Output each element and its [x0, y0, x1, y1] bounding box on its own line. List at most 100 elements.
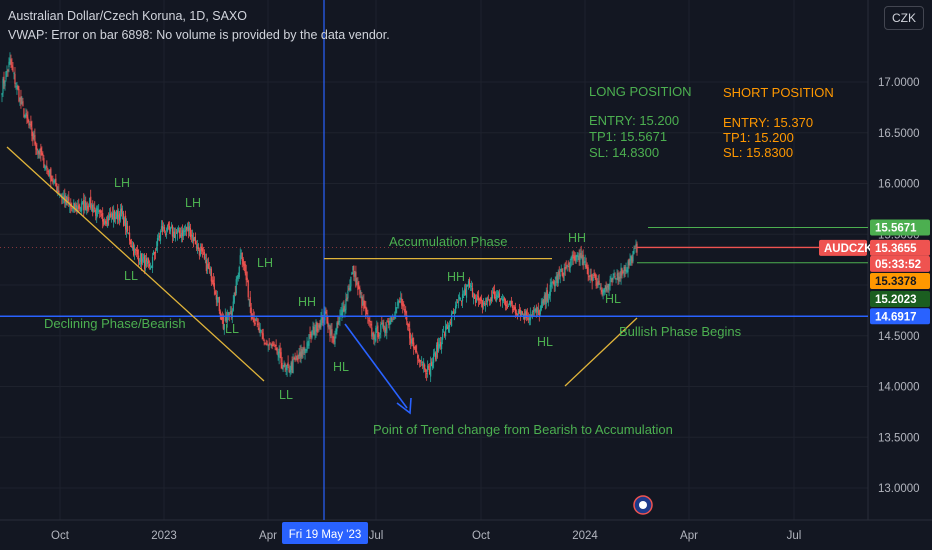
candle-body — [192, 237, 194, 242]
candle-body — [398, 300, 400, 302]
candle-body — [493, 291, 496, 299]
candle-body — [109, 214, 111, 220]
long-sl: SL: 14.8300 — [589, 145, 660, 160]
candle-body — [289, 370, 291, 374]
candle-body — [332, 336, 334, 338]
candle-body — [445, 324, 448, 329]
candle-body — [524, 311, 526, 318]
candle-body — [220, 315, 222, 321]
candle-body — [87, 205, 89, 209]
candle-body — [206, 264, 208, 270]
candle-body — [509, 300, 511, 306]
candle-body — [242, 259, 244, 265]
wave-label: LL — [124, 269, 138, 283]
candle-body — [461, 294, 464, 302]
candle-body — [214, 291, 216, 295]
candle-body — [318, 324, 320, 328]
candle-body — [497, 291, 500, 298]
candle-body — [167, 223, 170, 226]
candle-body — [260, 330, 262, 332]
candle-body — [383, 325, 385, 330]
candle-body — [575, 255, 577, 261]
candle-body — [601, 289, 603, 293]
candle-body — [431, 361, 433, 366]
candle-body — [454, 305, 457, 314]
candle-body — [620, 267, 622, 278]
candle-body — [528, 317, 530, 321]
candle-body — [264, 343, 266, 345]
candle-body — [338, 321, 340, 323]
candle-body — [311, 330, 313, 338]
candle-body — [455, 304, 458, 307]
candle-body — [429, 368, 431, 375]
candle-body — [525, 311, 527, 318]
candle-body — [179, 234, 182, 237]
declining-trendline — [6, 146, 265, 382]
candle-body — [445, 326, 447, 337]
candle-body — [203, 251, 205, 259]
candle-body — [209, 268, 211, 271]
candle-body — [547, 298, 549, 303]
candle-body — [309, 332, 311, 334]
candle-body — [327, 321, 329, 328]
candle-body — [399, 301, 401, 303]
candle-body — [178, 230, 181, 234]
currency-button[interactable]: CZK — [884, 6, 924, 30]
candle-body — [296, 356, 298, 360]
price-label-box — [870, 308, 930, 325]
candle-body — [201, 248, 203, 252]
candle-body — [273, 343, 275, 345]
candle-body — [559, 274, 561, 277]
candle-body — [552, 281, 554, 284]
candle-body — [287, 362, 289, 366]
candle-body — [360, 296, 362, 298]
candle-body — [164, 233, 167, 235]
candle-body — [571, 257, 573, 260]
candle-body — [545, 291, 547, 305]
candle-body — [621, 268, 623, 276]
candle-body — [422, 364, 424, 366]
candle-body — [124, 217, 126, 224]
candle-body — [155, 247, 158, 250]
candle-body — [140, 253, 143, 265]
candle-body — [151, 256, 154, 269]
candle-body — [170, 227, 173, 229]
candle-body — [254, 323, 256, 325]
declining-phase-label: Declining Phase/Bearish — [44, 316, 186, 331]
candle-body — [481, 300, 484, 308]
wave-label: LH — [114, 176, 130, 190]
candle-body — [237, 275, 239, 279]
candle-body — [77, 206, 79, 209]
candle-body — [577, 255, 579, 257]
candle-body — [506, 306, 509, 308]
y-tick-label: 13.5000 — [878, 432, 920, 444]
x-tick-label: Apr — [680, 530, 698, 542]
candle-body — [465, 284, 468, 298]
candle-body — [346, 297, 348, 300]
candle-body — [373, 332, 375, 340]
candle-body — [279, 348, 281, 354]
candle-body — [200, 246, 202, 251]
candle-body — [606, 287, 608, 291]
candle-body — [418, 359, 420, 361]
candle-body — [604, 288, 606, 293]
candle-body — [471, 287, 474, 298]
y-tick-label: 13.0000 — [878, 483, 920, 495]
candle-body — [514, 307, 516, 314]
candle-body — [175, 232, 178, 234]
candle-body — [434, 352, 436, 355]
candle-body — [197, 247, 199, 250]
candle-body — [228, 313, 230, 315]
candle-body — [391, 318, 393, 320]
price-label-box — [870, 239, 930, 256]
candle-body — [133, 247, 136, 253]
candle-body — [163, 227, 166, 232]
candle-body — [626, 270, 628, 273]
candle-body — [99, 209, 101, 212]
candle-body — [112, 213, 114, 220]
candle-body — [113, 211, 115, 222]
candle-body — [187, 227, 190, 232]
candle-body — [615, 278, 617, 280]
candle-body — [19, 97, 21, 100]
